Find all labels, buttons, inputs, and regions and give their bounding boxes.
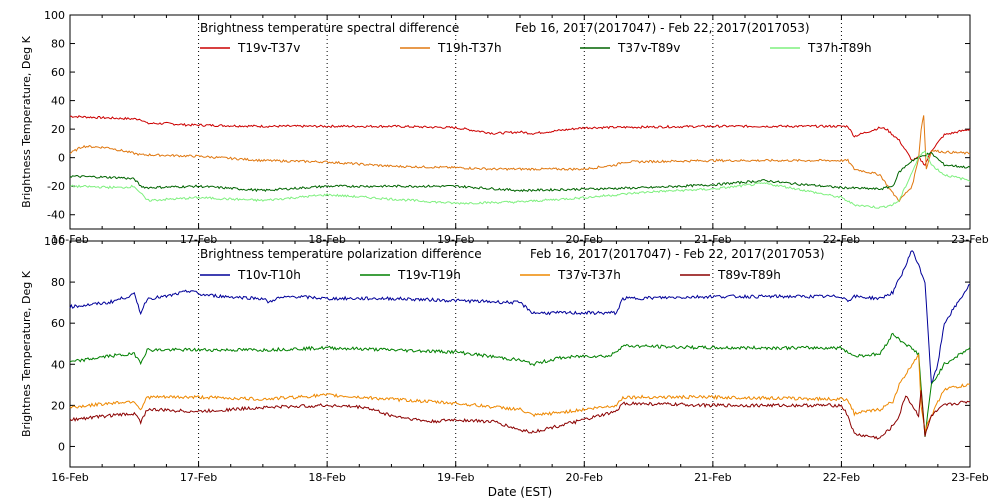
date-range-label: Feb 16, 2017(2017047) - Feb 22, 2017(201…	[530, 247, 825, 261]
series-line-T37v-T89v	[69, 152, 971, 193]
chart-title: Brightness temperature polarization diff…	[200, 247, 482, 261]
x-tick-label: 20-Feb	[566, 471, 603, 484]
y-tick-label: -40	[47, 209, 65, 222]
y-tick-label: 20	[51, 123, 65, 136]
x-tick-label: 21-Feb	[694, 471, 731, 484]
series-line-T19v-T37v	[69, 115, 971, 166]
x-tick-label: 23-Feb	[951, 233, 988, 246]
spectral-difference-panel: 16-Feb 17-Feb 18-Feb 19-Feb 20-Feb 21-Feb 22-F…	[20, 9, 989, 246]
y-tick-label: 100	[44, 9, 65, 22]
legend-label: T89v-T89h	[717, 268, 781, 282]
legend-label: T10v-T10h	[237, 268, 301, 282]
y-axis-title: Brightnes Temperature, Deg K	[20, 270, 33, 437]
x-tick-label: 21-Feb	[694, 233, 731, 246]
legend-label: T37h-T89h	[807, 41, 872, 55]
x-tick-label: 16-Feb	[51, 233, 88, 246]
series-line-T19h-T37h	[69, 115, 971, 203]
legend-label: T37v-T37h	[557, 268, 621, 282]
series-line-T10v-T10h	[69, 250, 971, 385]
x-tick-label: 17-Feb	[180, 471, 217, 484]
y-tick-label: 60	[51, 317, 65, 330]
legend-label: T37v-T89v	[617, 41, 680, 55]
series-line-T37v-T37h	[69, 353, 971, 434]
y-tick-label: 20	[51, 399, 65, 412]
series-line-T89v-T89h	[69, 390, 971, 440]
y-tick-label: 100	[44, 235, 65, 248]
y-tick-label: 0	[58, 440, 65, 453]
x-tick-label: 22-Feb	[823, 471, 860, 484]
legend-label: T19v-T19h	[397, 268, 461, 282]
legend-label: T19h-T37h	[437, 41, 502, 55]
x-tick-label: 19-Feb	[437, 471, 474, 484]
y-tick-label: 60	[51, 66, 65, 79]
y-axis-title: Brightness Temperature, Deg K	[20, 35, 33, 207]
y-tick-label: 0	[58, 152, 65, 165]
series-line-T19v-T19h	[69, 332, 971, 438]
series-line-T37h-T89h	[69, 150, 971, 209]
x-tick-label: 20-Feb	[566, 233, 603, 246]
legend-label: T19v-T37v	[237, 41, 300, 55]
x-tick-label: 19-Feb	[437, 233, 474, 246]
x-tick-label: 18-Feb	[308, 233, 345, 246]
y-tick-label: 80	[51, 276, 65, 289]
chart-title: Brightness temperature spectral differen…	[200, 21, 459, 35]
y-tick-label: 40	[51, 358, 65, 371]
y-tick-label: 80	[51, 38, 65, 51]
x-tick-label: 23-Feb	[951, 471, 988, 484]
y-tick-label: 40	[51, 95, 65, 108]
x-tick-label: 17-Feb	[180, 233, 217, 246]
date-range-label: Feb 16, 2017(2017047) - Feb 22, 2017(201…	[515, 21, 810, 35]
y-tick-label: -20	[47, 180, 65, 193]
polarization-difference-panel: 16-Feb 17-Feb 18-Feb 19-Feb 20-Feb 21-Feb 22-F…	[20, 235, 989, 484]
x-axis-title: Date (EST)	[488, 485, 552, 499]
x-tick-label: 16-Feb	[51, 471, 88, 484]
x-tick-label: 22-Feb	[823, 233, 860, 246]
x-tick-label: 18-Feb	[308, 471, 345, 484]
